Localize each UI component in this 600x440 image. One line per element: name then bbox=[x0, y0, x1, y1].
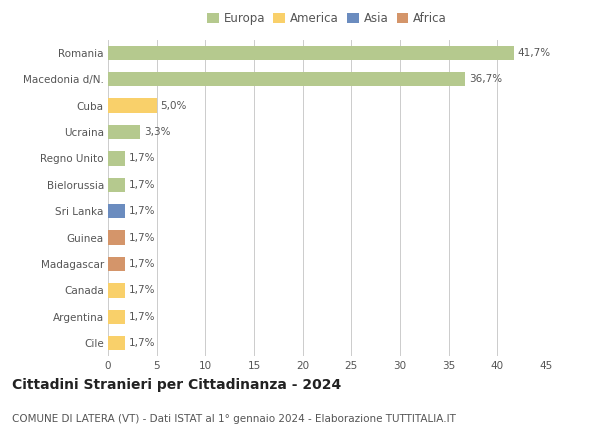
Legend: Europa, America, Asia, Africa: Europa, America, Asia, Africa bbox=[205, 10, 449, 27]
Text: COMUNE DI LATERA (VT) - Dati ISTAT al 1° gennaio 2024 - Elaborazione TUTTITALIA.: COMUNE DI LATERA (VT) - Dati ISTAT al 1°… bbox=[12, 414, 456, 425]
Bar bbox=[108, 99, 157, 113]
Bar bbox=[108, 310, 125, 324]
Text: 36,7%: 36,7% bbox=[469, 74, 502, 84]
Bar bbox=[108, 177, 125, 192]
Text: 1,7%: 1,7% bbox=[128, 259, 155, 269]
Text: 1,7%: 1,7% bbox=[128, 312, 155, 322]
Text: 1,7%: 1,7% bbox=[128, 154, 155, 163]
Bar bbox=[108, 125, 140, 139]
Bar bbox=[108, 45, 514, 60]
Text: 3,3%: 3,3% bbox=[144, 127, 170, 137]
Bar bbox=[108, 204, 125, 219]
Text: 1,7%: 1,7% bbox=[128, 233, 155, 242]
Bar bbox=[108, 231, 125, 245]
Text: 1,7%: 1,7% bbox=[128, 338, 155, 348]
Text: 1,7%: 1,7% bbox=[128, 180, 155, 190]
Text: 41,7%: 41,7% bbox=[518, 48, 551, 58]
Bar bbox=[108, 336, 125, 350]
Bar bbox=[108, 151, 125, 165]
Text: Cittadini Stranieri per Cittadinanza - 2024: Cittadini Stranieri per Cittadinanza - 2… bbox=[12, 378, 341, 392]
Text: 5,0%: 5,0% bbox=[161, 101, 187, 110]
Bar bbox=[108, 283, 125, 297]
Text: 1,7%: 1,7% bbox=[128, 286, 155, 295]
Text: 1,7%: 1,7% bbox=[128, 206, 155, 216]
Bar bbox=[108, 257, 125, 271]
Bar bbox=[108, 72, 465, 87]
